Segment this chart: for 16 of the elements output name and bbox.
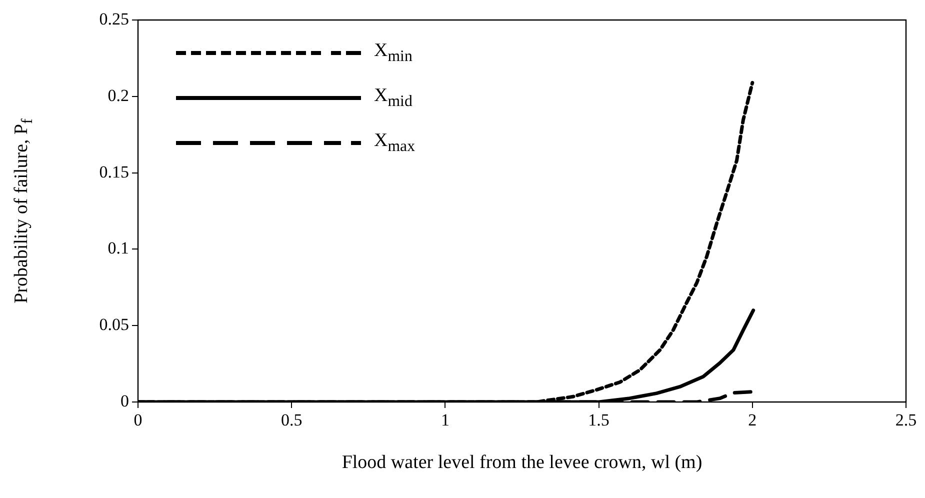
x-tick-label: 0 (134, 410, 142, 430)
x-tick-label: 2.5 (895, 410, 917, 430)
y-tick-label: 0.15 (99, 162, 129, 182)
x-tick-label: 2 (748, 410, 757, 430)
x-tick-label: 1 (440, 410, 450, 430)
y-tick-label: 0.25 (99, 9, 129, 28)
y-tick-label: 0.2 (108, 86, 129, 105)
y-tick-label: 0.05 (99, 315, 129, 334)
x-tick-label: 0.5 (280, 410, 302, 430)
legend-label: X$_{mid}$ (374, 84, 412, 110)
legend-label: X$_{max}$ (374, 130, 415, 156)
x-tick-label: 1.5 (588, 410, 610, 430)
x-axis-title: Flood water level from the levee crown, wl (m) (340, 452, 704, 474)
y-tick-label: 0.1 (108, 238, 129, 258)
legend-label: X$_{min}$ (374, 40, 412, 66)
y-tick-label: 0 (120, 391, 129, 410)
